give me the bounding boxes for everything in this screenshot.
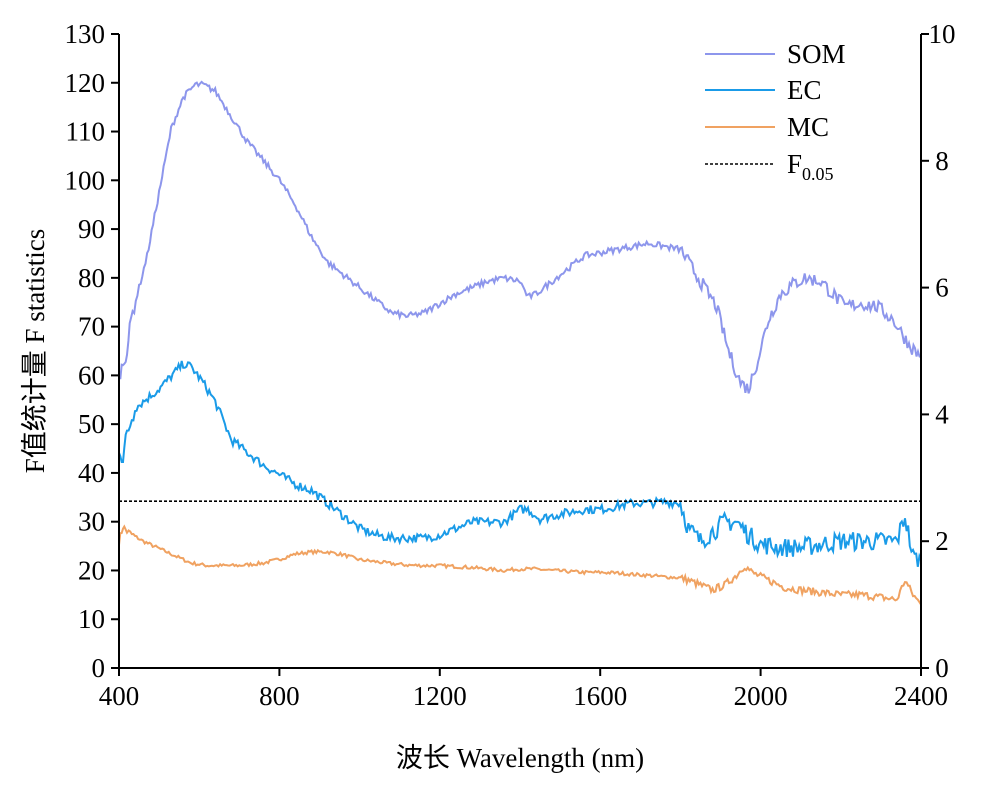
series-line-mc [118, 524, 922, 606]
legend-label: F0.05 [787, 149, 834, 184]
y-tick-label-right: 0 [935, 653, 949, 683]
legend-label: EC [787, 75, 822, 105]
series-line-som [118, 80, 922, 394]
y-tick-label-left: 0 [92, 653, 106, 683]
series-line-ec [118, 360, 922, 567]
y-tick-label-left: 40 [78, 458, 105, 488]
legend-label: SOM [787, 39, 846, 69]
y-tick-label-left: 60 [78, 360, 105, 390]
y-tick-label-left: 120 [65, 68, 106, 98]
y-axis-label: F值统计量 F statistics [20, 229, 50, 474]
x-tick-label: 800 [259, 681, 300, 711]
y-tick-label-left: 130 [65, 19, 106, 49]
y-tick-label-left: 100 [65, 165, 106, 195]
y-tick-label-right: 6 [935, 273, 949, 303]
x-tick-label: 2000 [734, 681, 788, 711]
y-tick-label-right: 8 [935, 146, 949, 176]
y-tick-label-right: 10 [929, 19, 956, 49]
y-tick-label-left: 20 [78, 555, 105, 585]
y-tick-label-left: 80 [78, 263, 105, 293]
y-tick-label-left: 110 [66, 117, 106, 147]
legend: SOM EC MC F0.05 [705, 39, 846, 184]
y-tick-label-left: 30 [78, 507, 105, 537]
y-tick-label-left: 10 [78, 604, 105, 634]
x-tick-label: 1600 [573, 681, 627, 711]
axes [118, 34, 922, 669]
legend-label: MC [787, 112, 829, 142]
y-tick-label-left: 50 [78, 409, 105, 439]
x-tick-label: 400 [99, 681, 140, 711]
y-tick-label-right: 2 [935, 526, 949, 556]
ticks: 400 800 1200 1600 2000 2400010203040506070809… [65, 19, 956, 711]
x-tick-label: 1200 [413, 681, 467, 711]
y-tick-label-left: 90 [78, 214, 105, 244]
x-tick-label: 2400 [894, 681, 948, 711]
x-axis-label: 波长 Wavelength (nm) [396, 743, 644, 773]
series-lines [118, 80, 922, 606]
y-tick-label-right: 4 [935, 399, 949, 429]
y-tick-label-left: 70 [78, 312, 105, 342]
